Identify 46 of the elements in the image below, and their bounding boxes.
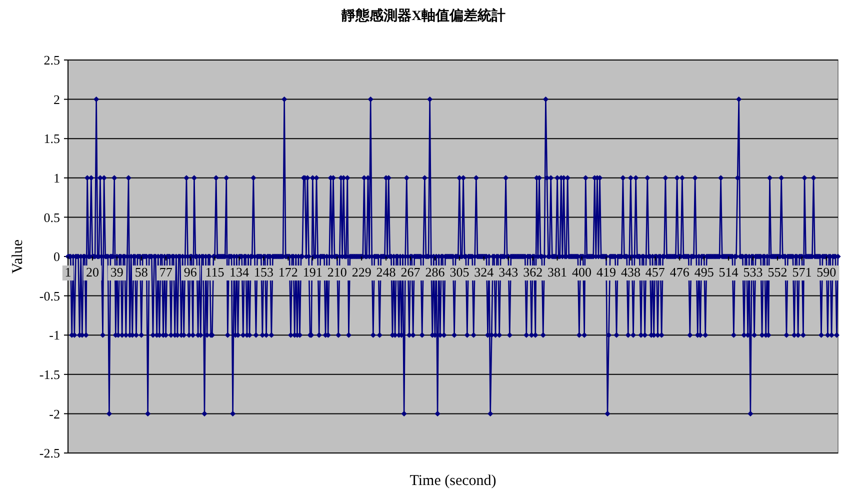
x-tick-label: 324 — [474, 264, 494, 280]
y-axis-title: Value — [10, 239, 26, 274]
x-tick-label: 590 — [816, 264, 836, 280]
x-tick-label: 115 — [205, 264, 224, 280]
x-tick-label: 134 — [230, 264, 250, 280]
y-tick-label: -2.5 — [39, 446, 60, 461]
x-tick-label: 381 — [548, 264, 568, 280]
y-tick-label: 1 — [54, 170, 60, 186]
x-tick-label: 96 — [184, 264, 198, 280]
x-tick-label: 20 — [86, 264, 99, 280]
x-tick-label: 571 — [792, 264, 812, 280]
x-tick-label: 343 — [498, 264, 518, 280]
x-tick-label: 286 — [425, 264, 446, 280]
x-tick-label: 39 — [110, 264, 124, 280]
x-tick-label: 172 — [278, 264, 298, 280]
chart-title: 靜態感測器X軸值偏差統計 — [340, 7, 506, 24]
x-tick-label: 476 — [670, 264, 690, 280]
x-tick-label: 495 — [694, 264, 714, 280]
y-tick-label: -1 — [49, 328, 60, 343]
x-tick-label: 305 — [450, 264, 470, 280]
y-tick-label: 1.5 — [44, 131, 60, 146]
y-tick-label: -0.5 — [39, 288, 60, 304]
y-tick-label: -1.5 — [39, 366, 60, 382]
x-tick-label: 229 — [352, 264, 372, 280]
x-tick-label: 457 — [645, 264, 666, 280]
x-tick-label: 191 — [302, 264, 322, 280]
x-tick-label: 438 — [620, 264, 640, 280]
x-tick-label: 552 — [768, 264, 788, 280]
x-tick-label: 400 — [572, 264, 592, 280]
x-tick-label: 419 — [596, 264, 616, 280]
y-tick-label: 0 — [54, 249, 60, 264]
y-tick-label: 0.5 — [44, 210, 60, 225]
x-tick-label: 153 — [254, 264, 274, 280]
x-tick-label: 58 — [134, 264, 148, 280]
x-tick-label: 1 — [64, 264, 72, 280]
x-tick-label: 248 — [376, 264, 396, 280]
x-tick-label: 210 — [327, 264, 347, 280]
x-tick-label: 267 — [400, 264, 421, 280]
y-tick-label: 2.5 — [44, 52, 60, 68]
x-tick-label: 362 — [523, 264, 543, 280]
x-axis-title: Time (second) — [410, 473, 496, 489]
y-tick-label: -2 — [49, 406, 60, 422]
x-tick-label: 77 — [159, 264, 173, 280]
x-tick-label: 533 — [743, 264, 763, 280]
y-tick-label: 2 — [54, 92, 60, 107]
x-tick-label: 514 — [718, 264, 739, 280]
